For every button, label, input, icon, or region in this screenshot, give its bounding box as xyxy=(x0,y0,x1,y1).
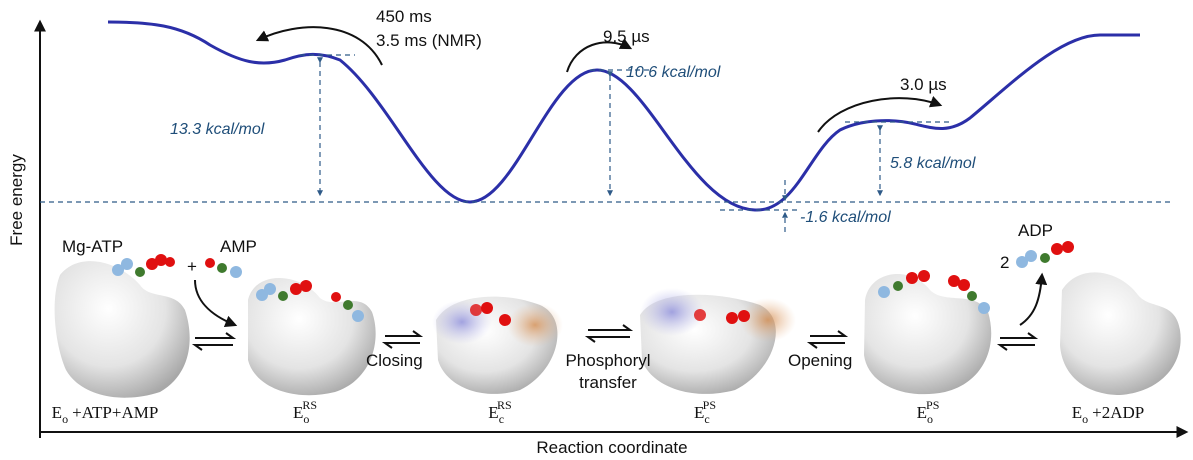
rate-label: 3.0 µs xyxy=(900,75,947,94)
rate-label: 450 ms xyxy=(376,7,432,26)
energy-curve xyxy=(107,20,1140,212)
rate-label: 3.5 ms (NMR) xyxy=(376,31,482,50)
state-sub: o xyxy=(62,412,68,426)
step-label: transfer xyxy=(579,373,637,392)
energy-label: 13.3 kcal/mol xyxy=(170,121,265,138)
state-sub: c xyxy=(499,412,504,426)
protein-open xyxy=(1060,272,1181,395)
protein-open xyxy=(864,273,992,395)
state-base: E xyxy=(1072,403,1082,422)
ligand-label: + xyxy=(187,257,197,276)
state-label: EoPS xyxy=(917,398,940,426)
state-suffix: +ATP+AMP xyxy=(72,403,158,422)
state-sup: RS xyxy=(302,398,317,412)
state-base: E xyxy=(917,403,927,422)
state-base: E xyxy=(293,403,303,422)
rate-arrow xyxy=(566,38,633,73)
protein-closed xyxy=(640,288,796,394)
protein-closed xyxy=(432,296,563,394)
equilibrium-arrows xyxy=(191,324,1039,351)
state-sup: RS xyxy=(497,398,512,412)
step-label: Closing xyxy=(366,351,423,370)
rate-arrow xyxy=(817,96,943,133)
energy-label: 10.6 kcal/mol xyxy=(626,64,721,81)
x-axis-label: Reaction coordinate xyxy=(536,438,687,457)
energy-label: -1.6 kcal/mol xyxy=(800,209,891,226)
state-label: EcRS xyxy=(488,398,511,426)
state-label: EcPS xyxy=(694,398,716,426)
rate-label: 9.5 µs xyxy=(603,27,650,46)
energy-label: 5.8 kcal/mol xyxy=(890,155,976,172)
y-axis-label: Free energy xyxy=(7,154,26,246)
ligand-label: AMP xyxy=(220,237,257,256)
state-sub: c xyxy=(704,412,709,426)
state-sub: o xyxy=(303,412,309,426)
state-label: Eo +ATP+AMP xyxy=(52,403,159,426)
ligand-label: ADP xyxy=(1018,221,1053,240)
protein-open xyxy=(54,261,190,398)
state-sub: o xyxy=(927,412,933,426)
state-base: E xyxy=(488,403,498,422)
state-label: Eo +2ADP xyxy=(1072,403,1145,426)
release-arrow xyxy=(1019,272,1048,326)
molecule xyxy=(112,241,1074,326)
state-sup: PS xyxy=(926,398,939,412)
state-sub: o xyxy=(1082,412,1088,426)
state-base: E xyxy=(52,403,62,422)
ligand-label: 2 xyxy=(1000,253,1009,272)
step-label: Opening xyxy=(788,351,852,370)
state-suffix: +2ADP xyxy=(1092,403,1144,422)
state-labels: Eo +ATP+AMP EoRS EcRS EcPS EoPS Eo +2ADP xyxy=(52,398,1145,426)
state-label: EoRS xyxy=(293,398,317,426)
ligand-label: Mg-ATP xyxy=(62,237,123,256)
step-label: Phosphoryl xyxy=(565,351,650,370)
rate-arrow xyxy=(255,26,383,66)
state-sup: PS xyxy=(703,398,716,412)
binding-arrow xyxy=(194,279,238,328)
state-base: E xyxy=(694,403,704,422)
